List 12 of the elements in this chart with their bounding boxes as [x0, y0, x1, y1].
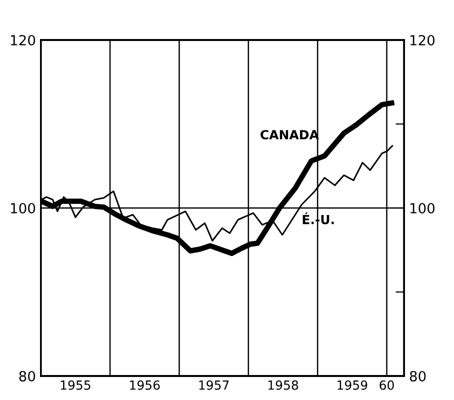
y-tick-label: 120: [11, 34, 36, 46]
y-tick-label: 80: [19, 370, 36, 382]
y2-tick-label: 100: [410, 202, 435, 214]
x-tick-label: 1958: [268, 380, 298, 390]
x-tick-label: 1959: [338, 380, 368, 390]
x-tick-label: 1957: [199, 380, 229, 390]
x-tick-label: 1955: [60, 380, 90, 390]
y2-tick-label: 80: [410, 370, 426, 382]
x-tick-label: 1956: [130, 380, 160, 390]
y-tick-label: 100: [11, 202, 36, 214]
y2-tick-label: 120: [410, 34, 435, 46]
x-tick-label: 60: [380, 380, 394, 390]
